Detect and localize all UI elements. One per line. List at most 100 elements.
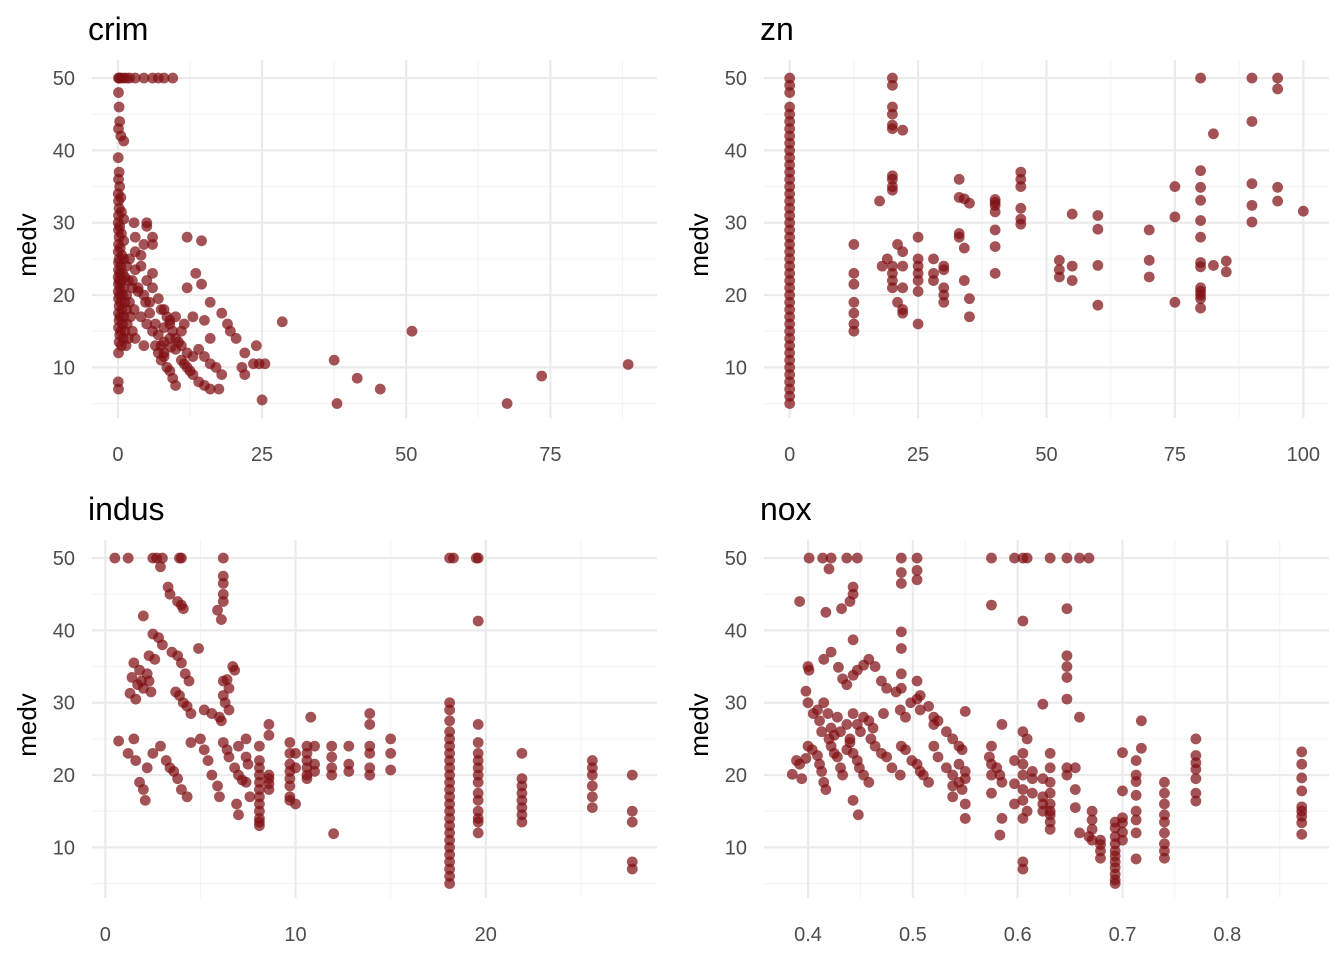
data-point [959, 773, 971, 785]
data-point [1159, 827, 1170, 839]
data-point [472, 794, 484, 806]
data-point [239, 369, 251, 381]
data-point [986, 740, 997, 752]
x-tick-label: 0.4 [794, 924, 822, 946]
y-tick-label: 40 [725, 620, 747, 642]
data-point [1143, 254, 1155, 266]
y-tick-label: 20 [725, 285, 747, 307]
data-point [129, 333, 141, 344]
plot-indus: 0 10 20 10 20 30 40 50 indus medv [12, 491, 657, 946]
data-point [364, 769, 376, 781]
data-point [964, 293, 975, 305]
data-point [204, 333, 216, 344]
y-tick-label: 10 [725, 837, 747, 859]
data-point [240, 776, 252, 788]
data-point [796, 773, 808, 785]
data-point [216, 369, 228, 381]
data-point [328, 828, 339, 840]
x-tick-label: 0.5 [899, 924, 927, 946]
data-point [138, 340, 150, 352]
data-point [1220, 266, 1232, 278]
data-point [964, 311, 975, 323]
data-point [118, 135, 130, 147]
data-point [953, 758, 965, 770]
data-point [1009, 552, 1020, 564]
data-point [141, 275, 153, 286]
data-point [444, 704, 456, 716]
data-point [176, 552, 187, 564]
data-point [855, 726, 866, 738]
data-point [305, 711, 317, 723]
data-point [231, 798, 242, 810]
data-point [152, 329, 164, 341]
data-point [1272, 181, 1284, 193]
data-point [848, 278, 860, 290]
data-point [170, 311, 181, 323]
data-point [364, 719, 376, 730]
data-point [1017, 863, 1029, 875]
data-point [217, 596, 229, 607]
data-point [326, 769, 338, 781]
data-point [947, 791, 959, 803]
data-point [113, 383, 124, 395]
y-tick-label: 50 [53, 548, 75, 570]
data-point [202, 755, 214, 766]
data-point [140, 296, 152, 308]
data-point [309, 740, 320, 752]
data-point [1159, 852, 1170, 864]
data-point [911, 675, 923, 687]
data-point [1074, 552, 1085, 564]
data-point [1117, 747, 1128, 759]
panel-title: crim [88, 11, 148, 47]
data-point [803, 552, 815, 564]
data-point [848, 267, 860, 279]
data-point [848, 307, 860, 319]
data-point [812, 750, 823, 761]
data-point [1190, 773, 1202, 785]
data-point [1208, 259, 1219, 271]
data-point [164, 318, 176, 330]
data-point [210, 361, 222, 373]
data-point [239, 347, 251, 359]
data-point [938, 296, 950, 308]
data-point [199, 351, 210, 362]
data-point [158, 351, 170, 362]
data-point [844, 596, 856, 607]
data-point [1017, 769, 1029, 781]
y-tick-label: 30 [725, 693, 747, 715]
data-point [989, 267, 1001, 279]
data-point [1130, 805, 1142, 817]
data-point [177, 603, 189, 615]
data-point [1130, 755, 1142, 766]
data-point [989, 206, 1001, 218]
y-tick-label: 30 [53, 693, 75, 715]
data-point [928, 275, 939, 286]
data-point [1130, 789, 1142, 801]
data-point [128, 304, 140, 315]
data-point [886, 762, 898, 774]
data-point [911, 574, 923, 586]
data-point [1086, 805, 1098, 817]
data-point [802, 697, 814, 709]
data-point [1053, 254, 1065, 266]
data-point [831, 751, 843, 763]
data-point [1159, 798, 1170, 810]
data-point [932, 715, 944, 727]
data-point [187, 311, 199, 323]
data-point [938, 264, 950, 276]
data-point [986, 599, 997, 611]
data-point [256, 394, 268, 406]
data-point [138, 72, 150, 84]
data-point [874, 195, 885, 207]
data-point [1086, 823, 1098, 835]
y-tick-label: 40 [53, 140, 75, 162]
data-point [374, 383, 386, 395]
data-point [406, 325, 418, 337]
data-point [343, 766, 355, 777]
data-point [900, 711, 911, 723]
data-point [1092, 210, 1104, 221]
data-point [181, 282, 193, 294]
panel-title: indus [88, 491, 165, 527]
y-tick-label: 30 [725, 213, 747, 235]
data-point [869, 740, 881, 752]
